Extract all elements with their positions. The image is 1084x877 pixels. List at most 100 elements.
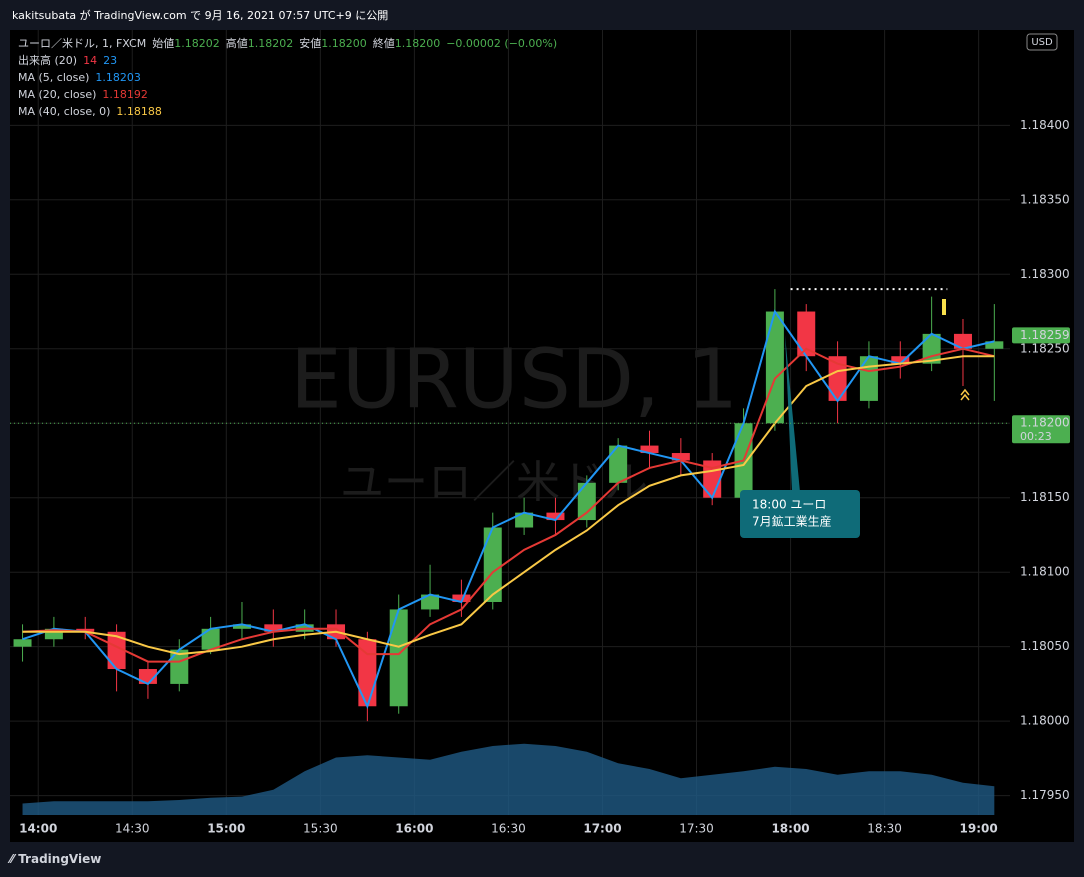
credit: kakitsubata が TradingView.com で 9月 16, 2…: [12, 8, 388, 22]
candle-body: [577, 482, 596, 521]
currency: USD: [1031, 37, 1053, 48]
value: 1.18202: [248, 37, 294, 50]
y-tick-label: 1.18150: [1020, 490, 1070, 504]
label: 出来高 (20): [18, 53, 77, 67]
label: 高値: [226, 36, 248, 50]
x-tick-label: 18:00: [771, 822, 809, 836]
price-label-box: [1012, 327, 1070, 344]
annotation: 18:00 ユーロ 7月鉱工業生産: [740, 335, 860, 538]
legend-volume: 出来高 (20) 14 23: [18, 53, 117, 67]
candle-body: [515, 512, 534, 528]
value: 1.18200: [395, 37, 441, 50]
x-tick-label: 19:00: [960, 822, 998, 836]
annotation-pointer: [785, 335, 800, 492]
legend-value: 1.18203: [95, 71, 141, 84]
candle-body: [922, 333, 941, 364]
currency-box: [1026, 33, 1058, 51]
footer: ⁄⁄ TradingView: [7, 852, 101, 866]
legend-name: MA (40, close, 0): [18, 105, 110, 118]
candle-body: [389, 609, 408, 707]
x-tick-label: 18:30: [867, 822, 902, 836]
y-tick-label: 1.18350: [1020, 192, 1070, 206]
y-tick-label: 1.17950: [1020, 788, 1070, 802]
candle-body: [76, 628, 95, 632]
candle-body: [13, 639, 32, 647]
x-tick-label: 17:00: [583, 822, 621, 836]
signal-flag: [942, 299, 946, 315]
y-tick-label: 1.18250: [1020, 341, 1070, 355]
candle-body: [452, 594, 471, 602]
candle-body: [483, 527, 502, 602]
annotation-text: 18:00 ユーロ: [752, 498, 826, 512]
ma-line: [22, 355, 995, 656]
candle-body: [264, 624, 283, 632]
candle-body: [44, 628, 63, 640]
legend-ohlc: ユーロ／米ドル, 1, FXCM 始値1.18202 高値1.18202 安値1.18…: [18, 36, 557, 50]
y-tick-label: 1.18300: [1020, 267, 1070, 281]
x-tick-label: 17:30: [679, 822, 714, 836]
legend-entry: MA (40, close, 0) 1.18188: [18, 105, 162, 118]
legend-value: 1.18188: [116, 105, 162, 118]
price-label: 1.18259: [1020, 328, 1070, 342]
legend-value: 1.18192: [102, 88, 148, 101]
candle-body: [107, 631, 126, 670]
y-tick-label: 1.18400: [1020, 118, 1070, 132]
countdown: 00:23: [1020, 430, 1052, 443]
ma-line: [22, 309, 995, 709]
candle-body: [201, 628, 220, 650]
y-tick-label: 1.18050: [1020, 639, 1070, 653]
candle-body: [859, 356, 878, 401]
candle-body: [985, 341, 1004, 349]
price-label-box: [1012, 415, 1070, 444]
x-tick-label: 14:30: [115, 822, 150, 836]
annotation-box: [740, 490, 860, 538]
candle-body: [828, 356, 847, 401]
volume: [22, 743, 995, 815]
watermark: EURUSD, 1: [290, 332, 738, 427]
legend-entry: MA (5, close) 1.18203: [18, 71, 141, 84]
legend: MA (5, close) 1.18203 MA (20, close) 1.1819…: [18, 71, 162, 118]
candle-body: [671, 453, 690, 461]
plot-area: [10, 30, 1010, 815]
x-tick-label: 16:00: [395, 822, 433, 836]
value: 1.18200: [321, 37, 367, 50]
y-tick-label: 1.18000: [1020, 714, 1070, 728]
legend-entry: MA (20, close) 1.18192: [18, 88, 148, 101]
signal-arrow: [960, 388, 970, 401]
label: 終値: [373, 36, 395, 50]
candle-body: [640, 445, 659, 454]
legend-name: MA (5, close): [18, 71, 89, 84]
candle-body: [546, 512, 565, 521]
candle-body: [170, 649, 189, 684]
legend-name: MA (20, close): [18, 88, 96, 101]
value: 1.18202: [174, 37, 220, 50]
x-tick-label: 14:00: [19, 822, 57, 836]
annotation-text: 7月鉱工業生産: [752, 514, 832, 529]
label: 始値: [152, 36, 174, 50]
time-axis: [10, 815, 1010, 842]
candle-body: [232, 624, 251, 629]
brand: TradingView: [18, 852, 101, 866]
candle-body: [765, 311, 784, 424]
ma-line: [22, 347, 995, 663]
logo: ⁄⁄: [7, 852, 18, 866]
y-tick-label: 1.18100: [1020, 565, 1070, 579]
candle-body: [891, 356, 910, 364]
price-label: 1.18200: [1020, 416, 1070, 430]
candle-body: [797, 311, 816, 357]
value: 14: [83, 54, 97, 67]
x-tick-label: 15:30: [303, 822, 338, 836]
candle-body: [609, 445, 628, 483]
candle-body: [421, 594, 440, 610]
value: 23: [103, 54, 117, 67]
marks: [13, 288, 1004, 722]
candle-body: [953, 333, 972, 349]
x-tick-label: 16:30: [491, 822, 526, 836]
symbol: ユーロ／米ドル, 1, FXCM: [18, 37, 146, 50]
watermark-name: ユーロ／米ドル: [340, 457, 648, 508]
x-tick-label: 15:00: [207, 822, 245, 836]
change: −0.00002 (−0.00%): [446, 37, 557, 50]
volume-area: [22, 743, 995, 815]
label: 安値: [299, 36, 321, 50]
